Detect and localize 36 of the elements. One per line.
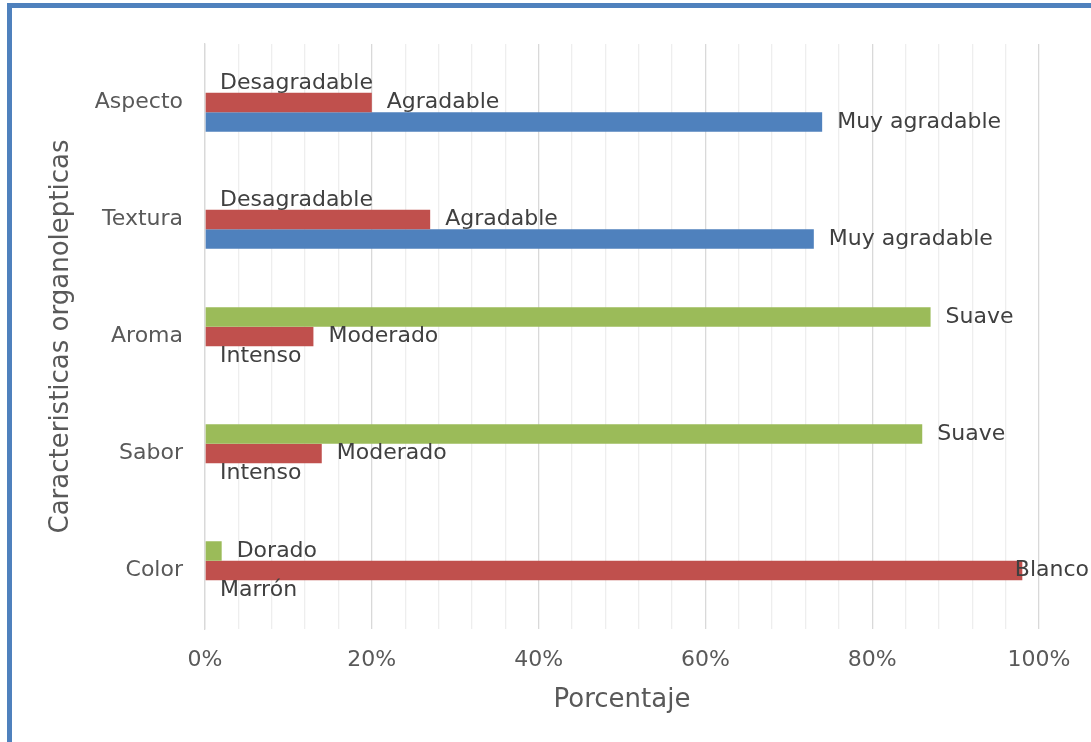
y-axis-title: Caracteristicas organolepticas: [44, 139, 75, 534]
x-tick-label: 40%: [514, 645, 564, 671]
x-tick-label: 0%: [187, 645, 223, 671]
data-label: Dorado: [236, 536, 318, 562]
data-label: Muy agradable: [837, 107, 1002, 133]
data-label: Agradable: [386, 88, 500, 114]
bar: [205, 229, 814, 249]
bar: [205, 112, 823, 132]
data-label: Muy agradable: [828, 224, 993, 250]
bar: [205, 443, 322, 464]
x-tick-label: 60%: [680, 645, 730, 671]
data-label: Intenso: [220, 458, 302, 484]
bar: [205, 92, 372, 113]
data-label: Intenso: [220, 341, 302, 367]
x-tick-label: 80%: [847, 645, 897, 671]
y-tick-label: Textura: [101, 205, 183, 231]
bar: [205, 307, 931, 327]
data-label: Suave: [945, 302, 1014, 328]
x-tick-label: 100%: [1007, 645, 1071, 671]
bar: [205, 541, 222, 561]
data-label: Moderado: [336, 439, 447, 465]
y-tick-label: Color: [125, 556, 184, 582]
data-label: Agradable: [445, 205, 558, 231]
data-label: Desagradable: [220, 185, 373, 211]
bar: [205, 424, 923, 444]
data-label: Moderado: [328, 322, 439, 348]
y-tick-label: Aspecto: [94, 88, 183, 114]
data-label: Desagradable: [220, 68, 373, 94]
y-tick-label: Sabor: [119, 439, 184, 465]
bar: [205, 209, 431, 230]
bar: [205, 326, 314, 347]
data-label: Marrón: [220, 575, 298, 601]
x-axis-title: Porcentaje: [553, 683, 691, 714]
data-label: Suave: [937, 419, 1006, 445]
x-tick-label: 20%: [347, 645, 397, 671]
y-tick-label: Aroma: [111, 322, 183, 348]
